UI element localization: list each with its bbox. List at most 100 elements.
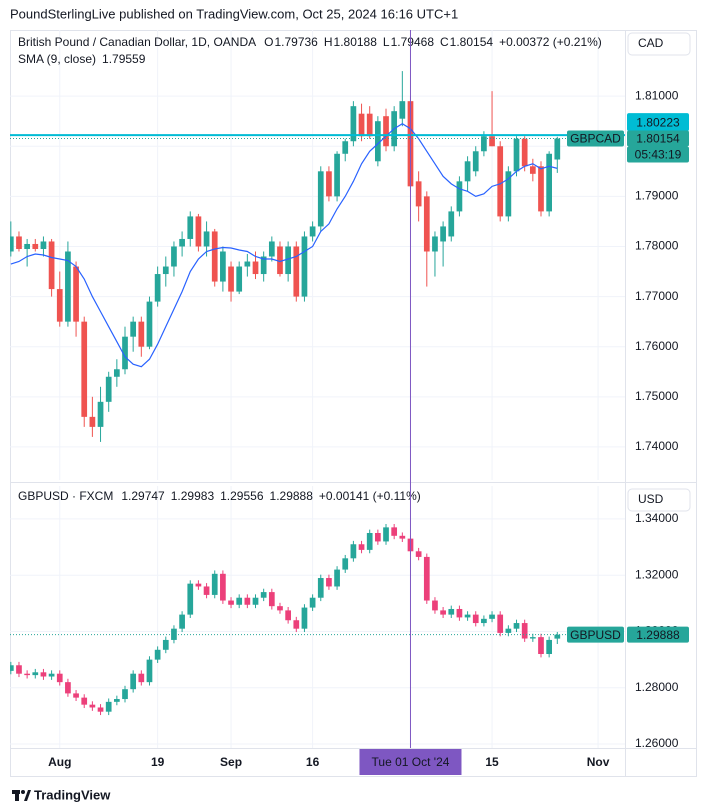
y-tick-label: 1.76000	[635, 339, 679, 353]
candle-body	[40, 672, 47, 677]
candle-body	[350, 106, 357, 142]
candle-body	[489, 136, 495, 147]
candle-body	[366, 113, 373, 137]
candle-body	[481, 136, 487, 152]
candle-body	[448, 211, 455, 237]
candle-body	[228, 600, 234, 605]
candle-body	[554, 634, 561, 639]
candle-body	[10, 665, 14, 671]
x-tick-label: 16	[306, 755, 320, 769]
candle-body	[211, 573, 218, 595]
candle-body	[81, 697, 88, 705]
candle-body	[220, 573, 226, 601]
candle-body	[440, 610, 446, 615]
candle-body	[260, 256, 267, 275]
last-price-label-box	[627, 130, 689, 147]
candle-body	[48, 673, 55, 677]
candle-body	[423, 556, 430, 601]
chart-frame	[10, 30, 697, 777]
candle-body	[146, 301, 153, 347]
candle-body	[162, 266, 169, 275]
y-tick-label: 1.77000	[635, 289, 679, 303]
candle-body	[285, 246, 291, 275]
candle-body	[236, 266, 243, 292]
candle-body	[342, 141, 349, 154]
candle-body	[171, 628, 177, 640]
y-tick-label: 1.75000	[635, 389, 679, 403]
countdown-label: 05:43:19	[635, 148, 682, 162]
candle-body	[16, 236, 22, 249]
candle-body	[399, 101, 406, 119]
x-tick-label: Sep	[220, 755, 242, 769]
candle-body	[130, 321, 137, 337]
symbol-label: GBPUSD	[570, 628, 621, 642]
candle-body	[317, 171, 324, 227]
candle-body	[244, 261, 251, 267]
candle-body	[529, 637, 536, 639]
y-tick-label: 1.32000	[635, 567, 679, 581]
pane: 1.810001.800001.790001.780001.770001.760…	[10, 30, 691, 480]
candle-body	[130, 673, 137, 690]
candle-body	[220, 251, 226, 282]
legend-ohlc-value: 1.80154	[450, 35, 494, 49]
candle-body	[423, 196, 430, 252]
pane: 1.340001.320001.300001.280001.26000GBPUS…	[10, 486, 691, 750]
candle-body	[40, 241, 47, 249]
candle-body	[203, 231, 210, 247]
sma-line	[10, 123, 558, 368]
candle-body	[358, 113, 365, 137]
legend-title: GBPUSD · FXCM	[18, 489, 113, 503]
publish-header: PoundSterlingLive published on TradingVi…	[10, 6, 458, 21]
candle-body	[432, 236, 438, 252]
candle-body	[358, 544, 365, 550]
candle-body	[195, 583, 202, 587]
legend-title: British Pound / Canadian Dollar, 1D, OAN…	[18, 35, 256, 49]
currency-label: CAD	[638, 36, 664, 50]
candle-body	[195, 216, 202, 247]
candle-body	[187, 583, 194, 615]
sma-legend-name: SMA (9, close)	[18, 52, 96, 66]
candle-body	[326, 578, 332, 587]
candle-body	[154, 649, 161, 660]
legend-ohlc-key: L	[383, 35, 390, 49]
candle-body	[538, 166, 544, 212]
legend-ohlc-key: C	[440, 35, 449, 49]
y-tick-label: 1.34000	[635, 511, 679, 525]
candle-body	[350, 544, 357, 559]
currency-label: USD	[638, 492, 664, 506]
candle-body	[383, 527, 389, 542]
logo-dot	[21, 790, 25, 794]
legend-change: +0.00141 (+0.11%)	[319, 489, 421, 503]
candle-body	[146, 659, 153, 683]
candle-body	[546, 639, 552, 655]
candle-body	[293, 246, 300, 297]
candle-body	[154, 274, 161, 302]
candle-body	[317, 578, 324, 598]
candle-body	[432, 600, 438, 611]
candle-body	[375, 532, 381, 542]
plot-layer: 1.810001.800001.790001.780001.770001.760…	[10, 30, 691, 775]
candle-body	[277, 606, 283, 611]
currency-box	[627, 488, 691, 512]
logo-stem	[15, 790, 19, 801]
candle-body	[448, 608, 455, 615]
candle-body	[24, 673, 30, 676]
candle-body	[113, 369, 120, 377]
candle-body	[334, 569, 340, 587]
candle-body	[301, 607, 308, 629]
y-tick-label: 1.81000	[635, 88, 679, 102]
last-price-label-box	[627, 626, 689, 643]
candle-body	[497, 614, 504, 633]
candle-body	[65, 251, 71, 322]
candle-body	[529, 166, 536, 174]
candle-body	[521, 138, 528, 167]
candle-body	[73, 266, 79, 322]
candle-body	[244, 597, 251, 605]
candle-body	[260, 592, 267, 598]
candle-body	[236, 597, 243, 605]
y-tick-label: 1.28000	[635, 680, 679, 694]
symbol-label: GBPCAD	[570, 132, 621, 146]
price-line-label-box	[627, 113, 689, 132]
